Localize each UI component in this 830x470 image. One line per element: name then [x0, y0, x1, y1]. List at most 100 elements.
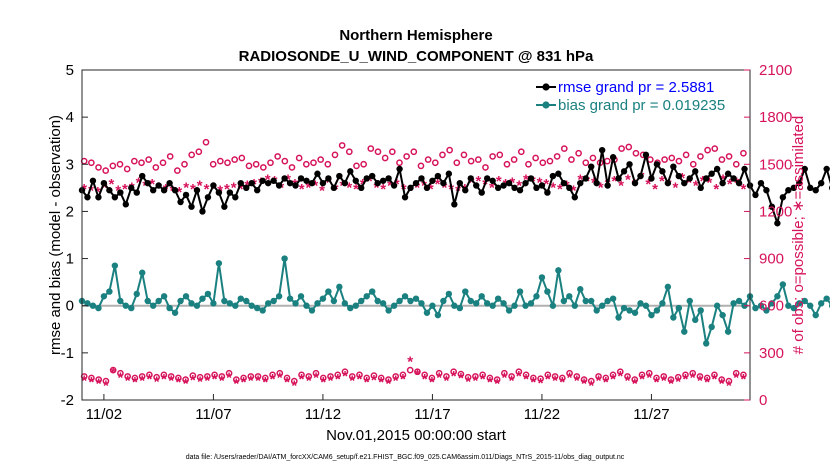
obs-possible-marker — [529, 374, 537, 382]
bias-point — [653, 307, 661, 314]
obs-assimilated-marker: * — [146, 371, 152, 388]
obs-possible-marker — [682, 371, 689, 379]
rmse-point — [593, 179, 600, 187]
obs-possible-marker — [145, 156, 153, 163]
obs-assimilated-marker: * — [335, 371, 341, 388]
obs-possible-marker — [232, 376, 240, 383]
bias-point — [325, 288, 332, 295]
obs-possible-marker — [240, 374, 247, 382]
bias-point — [336, 283, 343, 291]
obs-assimilated-marker: * — [686, 175, 692, 192]
rmse-point — [232, 194, 239, 201]
obs-possible-marker — [517, 148, 525, 156]
rmse-point — [445, 170, 453, 177]
obs-possible-marker — [370, 372, 378, 379]
obs-possible-marker — [259, 164, 267, 171]
bias-point — [752, 304, 759, 312]
rmse-point — [149, 187, 157, 194]
obs-assimilated-marker: * — [212, 371, 218, 388]
obs-assimilated-marker: * — [741, 181, 747, 198]
obs-possible-marker — [367, 145, 375, 152]
bias-point — [215, 260, 223, 267]
bias-point — [686, 297, 693, 305]
y-tick-label: 3 — [66, 156, 74, 173]
obs-assimilated-marker: * — [175, 374, 181, 391]
bias-point — [193, 302, 201, 309]
obs-assimilated-marker: * — [574, 373, 580, 390]
rmse-point — [243, 184, 250, 192]
rmse-point — [681, 179, 688, 187]
rmse-point — [462, 187, 469, 194]
rmse-point — [374, 179, 381, 187]
obs-possible-marker — [331, 151, 339, 159]
bias-point — [243, 297, 250, 305]
obs-assimilated-marker: * — [154, 373, 160, 390]
obs-possible-marker — [439, 151, 446, 159]
obs-possible-marker — [182, 376, 189, 383]
bias-point — [598, 302, 606, 309]
rmse-point — [275, 182, 283, 189]
obs-assimilated-marker: * — [161, 371, 167, 388]
rmse-point — [626, 161, 633, 168]
bias-point — [462, 288, 469, 295]
bias-point — [724, 328, 732, 335]
bias-point — [604, 297, 611, 305]
obs-possible-marker — [348, 373, 356, 380]
obs-possible-marker — [587, 377, 595, 385]
obs-possible-marker — [160, 371, 168, 379]
obs-possible-marker — [435, 369, 443, 377]
bias-point — [297, 293, 305, 300]
rmse-point — [128, 184, 135, 192]
obs-assimilated-marker: * — [693, 178, 699, 195]
obs-assimilated-marker: * — [610, 371, 616, 388]
y-axis-right: 0 300 600 900 1200 1500 1800 2100 — [744, 62, 792, 409]
obs-possible-marker — [381, 154, 389, 162]
bias-point — [396, 297, 403, 305]
obs-assimilated-marker: * — [248, 373, 254, 390]
rmse-point — [264, 179, 272, 187]
obs-assimilated-marker: * — [584, 173, 590, 190]
bias-point — [352, 302, 359, 309]
obs-possible-marker — [682, 151, 690, 159]
rmse-point — [160, 187, 168, 194]
bias-point — [577, 286, 584, 293]
obs-possible-marker — [298, 371, 305, 379]
obs-assimilated-marker: * — [110, 365, 116, 382]
bias-point — [763, 307, 770, 314]
bias-point — [456, 304, 464, 312]
obs-possible-marker — [704, 146, 711, 154]
rmse-point — [735, 179, 743, 187]
obs-assimilated-marker: * — [652, 181, 658, 198]
obs-possible-marker — [209, 160, 217, 168]
obs-assimilated-marker: * — [231, 179, 237, 196]
obs-possible-marker — [319, 374, 327, 382]
bias-point — [292, 300, 299, 307]
obs-assimilated-marker: * — [496, 173, 502, 190]
obs-assimilated-marker: * — [639, 371, 645, 388]
obs-possible-marker — [295, 154, 303, 162]
obs-possible-marker — [130, 157, 138, 165]
obs-possible-marker — [166, 153, 174, 160]
x-tick-label: 11/22 — [524, 406, 560, 423]
obs-assimilated-marker: * — [465, 373, 471, 390]
rmse-point — [768, 203, 776, 210]
rmse-point — [566, 184, 573, 192]
obs-possible-marker — [551, 373, 559, 380]
obs-possible-marker — [363, 374, 371, 382]
obs-possible-marker — [173, 167, 181, 174]
bias-point — [555, 267, 562, 274]
bias-point — [89, 302, 97, 309]
obs-possible-marker — [281, 157, 289, 165]
obs-possible-marker — [254, 373, 262, 380]
obs-possible-marker — [689, 369, 697, 377]
rmse-point — [303, 177, 310, 184]
obs-possible-marker — [247, 373, 255, 380]
obs-possible-marker — [360, 160, 368, 168]
bias-point — [204, 290, 212, 298]
obs-assimilated-marker: * — [415, 366, 421, 383]
obs-assimilated-marker: * — [320, 374, 326, 391]
obs-assimilated-marker: * — [367, 173, 373, 190]
obs-possible-marker — [231, 156, 239, 163]
legend: rmse grand pr = 2.5881 bias grand pr = 0… — [536, 79, 725, 114]
obs-assimilated-marker: * — [132, 374, 138, 391]
